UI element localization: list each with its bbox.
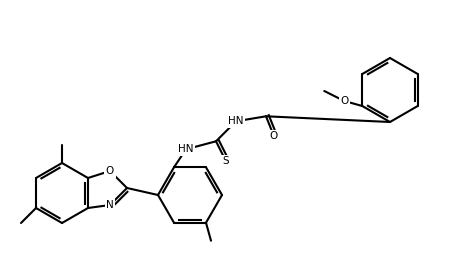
Text: O: O bbox=[106, 166, 114, 176]
Text: S: S bbox=[223, 156, 229, 166]
Text: HN: HN bbox=[228, 116, 244, 126]
Text: N: N bbox=[106, 200, 114, 210]
Text: O: O bbox=[270, 131, 278, 141]
Text: HN: HN bbox=[178, 144, 194, 154]
Text: O: O bbox=[340, 96, 348, 106]
